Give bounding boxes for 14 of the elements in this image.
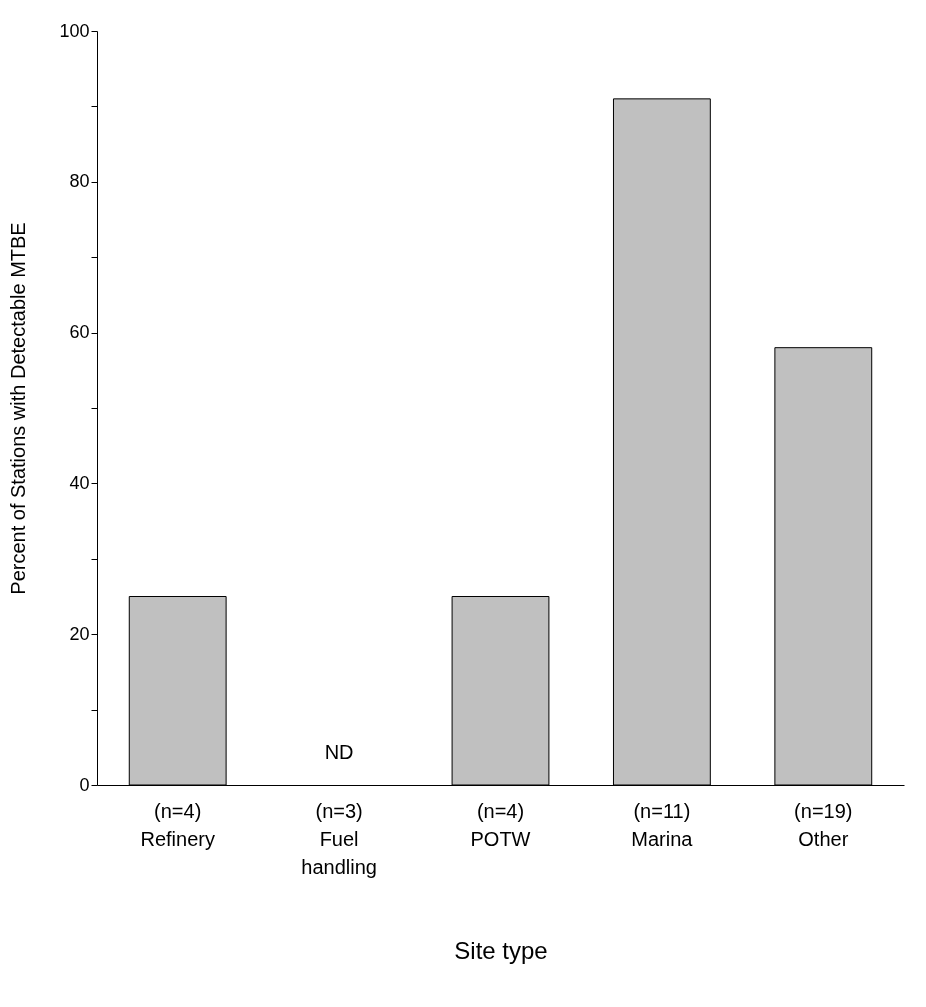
x-tick-label: (n=19) Other	[794, 799, 853, 850]
x-axis-title: Site type	[454, 936, 548, 964]
y-axis-title: Percent of Stations with Detectable MTBE	[7, 222, 30, 595]
y-tick-label: 80	[69, 171, 90, 192]
y-tick-label: 100	[59, 20, 90, 41]
x-tick-label: (n=11) Marina	[631, 799, 694, 850]
x-tick-label: (n=3) Fuel handling	[301, 799, 377, 878]
y-tick-label: 40	[69, 472, 90, 493]
data-label: ND	[324, 741, 354, 763]
x-tick-label: (n=4) Refinery	[140, 799, 215, 850]
x-tick-label: (n=4) POTW	[470, 799, 531, 850]
y-tick-label: 0	[79, 774, 90, 795]
y-tick-label: 20	[69, 623, 90, 644]
y-tick-label: 60	[69, 322, 90, 343]
